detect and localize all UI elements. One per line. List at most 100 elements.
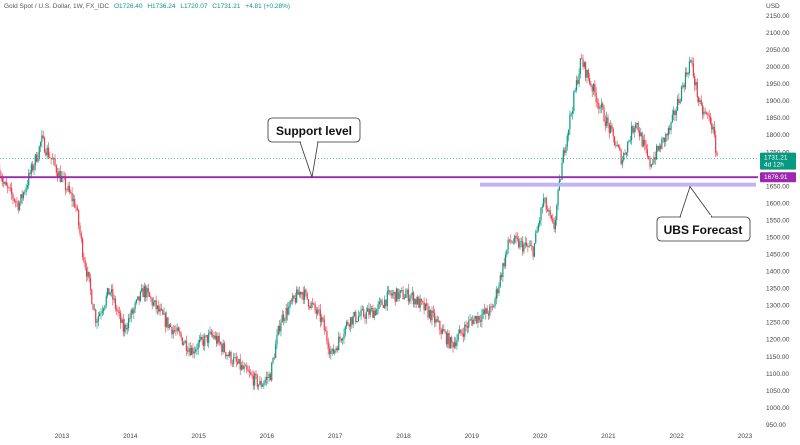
candle-body bbox=[688, 61, 691, 74]
time-tick-label: 2013 bbox=[55, 433, 70, 440]
candle-body bbox=[235, 357, 237, 362]
candle-body bbox=[277, 325, 279, 335]
candle-body bbox=[372, 308, 374, 318]
time-tick-label: 2020 bbox=[533, 433, 548, 440]
candle-body bbox=[231, 363, 233, 364]
candle-body bbox=[269, 374, 272, 381]
candle-body bbox=[716, 152, 718, 156]
candle-body bbox=[414, 298, 416, 305]
candle-body bbox=[662, 137, 664, 140]
candle-body bbox=[495, 289, 497, 299]
candle-body bbox=[280, 322, 282, 332]
candle-body bbox=[146, 288, 148, 298]
candle-body bbox=[483, 309, 486, 314]
candle-body bbox=[79, 225, 81, 234]
candle-body bbox=[309, 306, 311, 308]
candle-body bbox=[394, 291, 396, 302]
price-tick-label: 2150.00 bbox=[766, 13, 790, 20]
candle-body bbox=[343, 334, 345, 339]
candle-body bbox=[401, 290, 403, 291]
candle-body bbox=[713, 126, 715, 136]
candle-body bbox=[25, 187, 27, 192]
candle-body bbox=[324, 330, 327, 332]
candle-body bbox=[300, 291, 302, 295]
candle-body bbox=[683, 85, 685, 88]
candle-body bbox=[37, 157, 39, 162]
support-price-badge bbox=[760, 172, 796, 183]
price-tick-label: 2050.00 bbox=[766, 47, 790, 54]
candle-body bbox=[15, 201, 17, 202]
candle-body bbox=[528, 245, 530, 247]
candle-body bbox=[486, 308, 488, 314]
candle-body bbox=[284, 319, 286, 321]
candle-body bbox=[240, 365, 243, 370]
price-tick-label: 1950.00 bbox=[766, 81, 790, 88]
low-value: L1720.07 bbox=[180, 3, 208, 10]
candle-body bbox=[39, 142, 42, 147]
candle-body bbox=[1, 178, 4, 182]
candle-body bbox=[206, 335, 208, 343]
candle-body bbox=[104, 305, 106, 309]
candle-body bbox=[175, 330, 177, 332]
candle-body bbox=[680, 87, 683, 102]
candle-body bbox=[84, 261, 86, 268]
candle-body bbox=[33, 165, 35, 171]
candle-body bbox=[674, 110, 676, 116]
candle-body bbox=[673, 110, 675, 115]
candle-body bbox=[349, 317, 352, 327]
candle-body bbox=[569, 114, 571, 130]
candle-body bbox=[229, 351, 231, 357]
candle-body bbox=[112, 289, 114, 300]
candle-body bbox=[189, 348, 191, 355]
candle-body bbox=[439, 320, 441, 330]
candle-body bbox=[364, 316, 366, 319]
candle-body bbox=[58, 171, 60, 178]
forecast-callout-pointer bbox=[679, 185, 713, 218]
candle-body bbox=[564, 150, 566, 153]
candle-body bbox=[339, 336, 341, 339]
candle-body bbox=[667, 128, 669, 136]
candle-body bbox=[436, 319, 438, 322]
candle-body bbox=[599, 107, 601, 109]
candle-body bbox=[560, 179, 562, 181]
candle-body bbox=[143, 286, 145, 298]
candle-body bbox=[76, 207, 78, 211]
candle-body bbox=[604, 121, 606, 126]
candle-body bbox=[407, 289, 409, 302]
candle-body bbox=[359, 315, 361, 317]
candle-body bbox=[557, 190, 559, 206]
candle-body bbox=[570, 113, 572, 115]
candle-body bbox=[652, 163, 654, 165]
candle-body bbox=[263, 383, 265, 386]
candle-body bbox=[529, 245, 532, 247]
candle-body bbox=[360, 309, 362, 316]
candle-body bbox=[665, 133, 667, 143]
candle-body bbox=[686, 72, 688, 75]
candle-body bbox=[385, 299, 387, 307]
candle-body bbox=[51, 158, 53, 160]
candle-body bbox=[198, 339, 201, 343]
bar-countdown-label: 4d 12h bbox=[764, 162, 784, 169]
candle-body bbox=[510, 240, 512, 242]
candle-body bbox=[545, 197, 547, 210]
candle-body bbox=[453, 342, 455, 348]
candle-body bbox=[595, 92, 597, 103]
candle-body bbox=[322, 317, 324, 320]
candle-body bbox=[711, 123, 713, 130]
candle-body bbox=[97, 316, 99, 322]
candle-body bbox=[586, 69, 588, 78]
candle-body bbox=[151, 298, 153, 306]
candle-body bbox=[649, 157, 651, 167]
candle-body bbox=[676, 98, 679, 111]
candle-body bbox=[499, 274, 501, 286]
candle-body bbox=[520, 241, 522, 242]
candle-body bbox=[355, 311, 357, 323]
candle-body bbox=[83, 257, 85, 262]
price-tick-label: 2000.00 bbox=[766, 64, 790, 71]
candle-body bbox=[390, 293, 392, 296]
candle-body bbox=[386, 291, 388, 307]
time-tick-label: 2016 bbox=[260, 433, 275, 440]
candle-body bbox=[336, 347, 339, 351]
candle-body bbox=[695, 82, 697, 86]
